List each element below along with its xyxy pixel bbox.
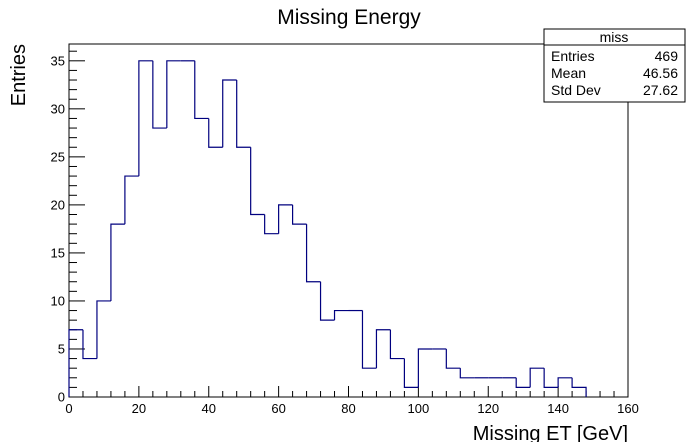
- histogram-bin: [82, 329, 97, 360]
- x-tick-label: 0: [65, 401, 72, 416]
- histogram-bin: [459, 368, 475, 379]
- histogram-bin: [305, 224, 321, 283]
- stats-stddev-value: 27.62: [643, 82, 678, 98]
- y-tick-label: 25: [51, 149, 65, 164]
- stats-entries-label: Entries: [551, 48, 595, 64]
- histogram-bin: [571, 377, 587, 397]
- y-tick-label: 5: [58, 341, 65, 356]
- stats-mean-label: Mean: [551, 65, 586, 81]
- x-tick-label: 40: [202, 401, 216, 416]
- y-tick-label: 35: [51, 53, 65, 68]
- stats-stddev-label: Std Dev: [551, 82, 601, 98]
- histogram-bin: [222, 79, 237, 148]
- histogram-bin: [166, 60, 181, 129]
- y-tick-label: 15: [51, 245, 65, 260]
- histogram-bin: [110, 223, 125, 301]
- y-tick-label: 0: [58, 390, 65, 405]
- histogram-bin: [264, 214, 279, 235]
- y-tick-label: 30: [51, 101, 65, 116]
- x-tick-label: 100: [408, 401, 430, 416]
- histogram-bin: [543, 368, 559, 388]
- histogram-bin: [417, 348, 433, 388]
- stats-box: miss Entries 469 Mean 46.56 Std Dev 27.6…: [543, 28, 686, 103]
- stats-mean-value: 46.56: [643, 65, 678, 81]
- stats-box-border: [543, 28, 686, 103]
- histogram-bin: [96, 300, 111, 359]
- histogram-bin: [278, 204, 293, 234]
- y-tick-label: 10: [51, 293, 65, 308]
- chart-title: Missing Energy: [277, 6, 421, 29]
- histogram-bin: [68, 329, 83, 397]
- histogram-bin: [124, 175, 139, 225]
- y-tick-label: 20: [51, 197, 65, 212]
- histogram-bin: [250, 147, 265, 216]
- stats-entries-value: 469: [655, 48, 679, 64]
- x-tick-label: 140: [547, 401, 569, 416]
- histogram-bin: [529, 367, 545, 388]
- x-tick-label: 20: [132, 401, 146, 416]
- histogram-bin: [361, 310, 377, 369]
- histogram-bin: [292, 204, 307, 225]
- histogram-bin: [333, 309, 349, 321]
- histogram-bin: [208, 118, 223, 148]
- x-tick-label: 60: [271, 401, 285, 416]
- histogram-bin: [236, 80, 251, 148]
- stats-box-title: miss: [600, 29, 629, 45]
- x-tick-label: 80: [341, 401, 355, 416]
- histogram-bin: [152, 60, 167, 129]
- histogram-bin: [515, 377, 531, 388]
- histogram-bin: [319, 281, 335, 321]
- histogram-bin: [445, 348, 461, 369]
- y-axis-ticks: 0 5 10 15 20 25 30 35: [51, 50, 85, 405]
- histogram-bin: [403, 358, 419, 388]
- histogram-bin: [557, 377, 573, 388]
- x-axis-ticks: 0 20 40 60 80 100 120 140 160: [65, 386, 639, 416]
- y-axis-label: Entries: [8, 44, 30, 106]
- histogram-bars: [68, 60, 587, 397]
- histogram-bin: [389, 329, 405, 360]
- histogram-bin: [138, 60, 153, 177]
- x-tick-label: 120: [477, 401, 499, 416]
- histogram-bin: [375, 329, 391, 369]
- x-tick-label: 160: [617, 401, 639, 416]
- histogram-bin: [194, 60, 209, 120]
- x-axis-label: Missing ET [GeV]: [473, 423, 628, 442]
